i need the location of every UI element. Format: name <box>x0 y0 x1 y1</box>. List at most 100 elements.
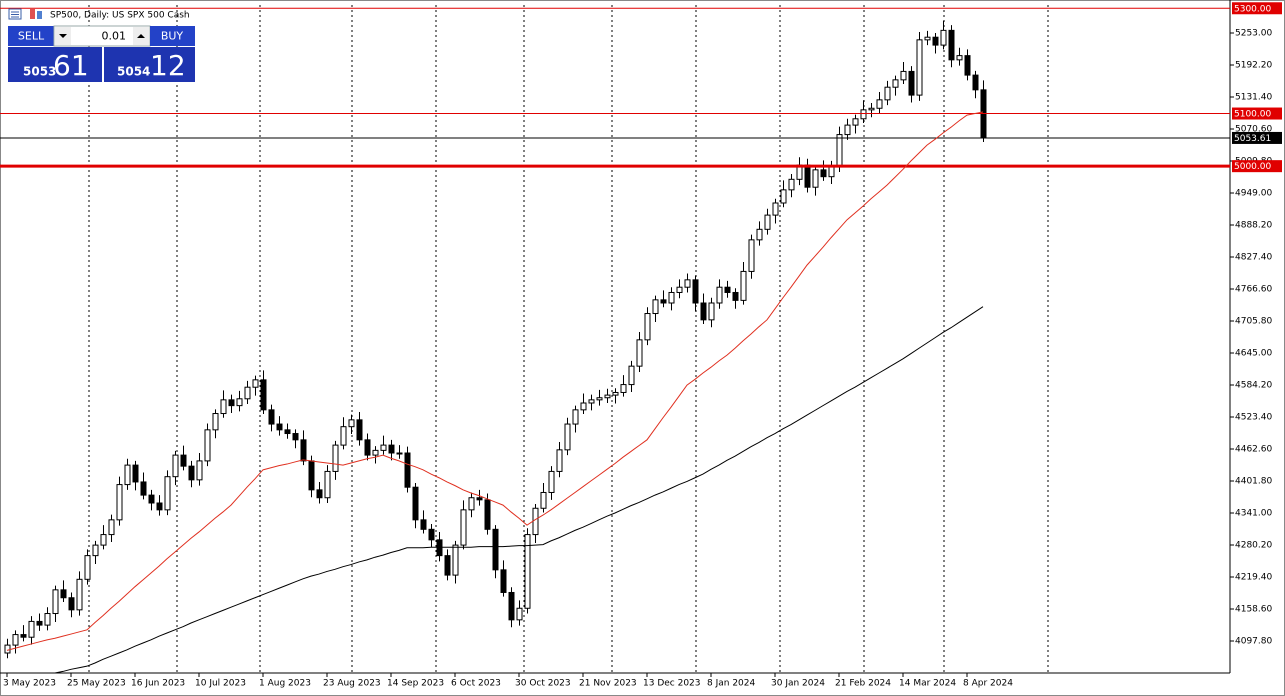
candle-body <box>780 189 787 204</box>
x-tick-label: 25 May 2023 <box>67 679 126 689</box>
bid-pips: 61 <box>53 49 89 82</box>
x-tick-label: 30 Oct 2023 <box>515 679 571 689</box>
x-tick-label: 30 Jan 2024 <box>771 679 825 689</box>
candle-body <box>588 399 595 404</box>
candle-body <box>348 419 355 428</box>
candle-body <box>460 509 467 546</box>
candle-body <box>148 494 155 504</box>
candle-body <box>268 409 275 425</box>
candle-body <box>20 634 27 638</box>
candle-body <box>724 286 731 293</box>
chart-title: SP500, Daily: US SPX 500 Cash <box>50 11 190 21</box>
candle-body <box>116 484 123 521</box>
candle-body <box>388 444 395 454</box>
candle-body <box>228 399 235 407</box>
candle-body <box>652 299 659 315</box>
moving-average <box>6 111 984 651</box>
candle-body <box>740 270 747 301</box>
candle-body <box>60 589 67 599</box>
candle-body <box>76 578 83 611</box>
sell-label: SELL <box>18 30 45 43</box>
candle-body <box>804 164 811 188</box>
x-tick-label: 6 Oct 2023 <box>451 679 501 689</box>
candle-body <box>364 439 371 456</box>
x-tick-label: 8 Jan 2024 <box>707 679 755 689</box>
candle-body <box>124 464 131 486</box>
candle-body <box>252 379 259 388</box>
candle-body <box>916 39 923 96</box>
y-tick-label: 4766.60 <box>1235 285 1272 295</box>
candle-body <box>868 107 875 111</box>
x-tick-label: 13 Dec 2023 <box>643 679 701 689</box>
candle-body <box>260 379 267 411</box>
level-label-bg <box>1232 160 1282 173</box>
y-tick-label: 4341.00 <box>1235 509 1272 519</box>
candle-body <box>700 302 707 321</box>
x-tick-label: 16 Jun 2023 <box>131 679 185 689</box>
y-tick-label: 4158.60 <box>1235 605 1272 615</box>
candle-body <box>684 279 691 288</box>
y-tick-label: 4097.80 <box>1235 637 1272 647</box>
y-tick-label: 5070.60 <box>1235 125 1272 135</box>
bid-box[interactable] <box>8 47 102 82</box>
candle-body <box>100 534 107 546</box>
x-tick-label: 14 Mar 2024 <box>899 679 956 689</box>
candle-body <box>828 165 835 178</box>
candle-body <box>508 591 515 621</box>
candle-body <box>188 465 195 481</box>
x-tick-label: 8 Apr 2024 <box>963 679 1013 689</box>
sell-button[interactable] <box>8 26 54 46</box>
candle-body <box>468 497 475 511</box>
candle-body <box>484 499 491 530</box>
overlay-layer <box>6 111 984 674</box>
candle-body <box>180 454 187 467</box>
level-label: 5300.00 <box>1234 4 1271 14</box>
moving-average <box>54 306 984 674</box>
candle-body <box>668 291 675 304</box>
lot-value: 0.01 <box>102 30 127 43</box>
x-tick-label: 3 May 2023 <box>3 679 56 689</box>
candle-body <box>764 214 771 230</box>
chart-icon <box>37 11 42 19</box>
candle-body <box>244 386 251 400</box>
candle-body <box>756 228 763 241</box>
candle-body <box>92 544 99 557</box>
candle-body <box>564 423 571 451</box>
candle-body <box>924 36 931 41</box>
ask-pips: 12 <box>150 49 186 82</box>
candle-body <box>492 528 499 571</box>
candle-body <box>860 109 867 120</box>
candle-body <box>964 55 971 76</box>
candle-body <box>412 486 419 521</box>
candle-body <box>748 239 755 272</box>
candle-body <box>892 79 899 88</box>
candle-body <box>132 464 139 483</box>
candle-body <box>500 569 507 593</box>
level-label-bg <box>1232 131 1282 144</box>
y-tick-label: 4888.20 <box>1235 221 1272 231</box>
candle-body <box>4 644 11 654</box>
candle-body <box>108 519 115 536</box>
separators <box>88 5 1049 673</box>
y-tick-label: 4584.20 <box>1235 381 1272 391</box>
candle-body <box>164 476 171 511</box>
ask-main: 5054 <box>117 65 150 79</box>
buy-button[interactable] <box>150 26 195 46</box>
plot-area <box>0 7 1230 659</box>
candle-body <box>676 286 683 293</box>
x-tick-label: 10 Jul 2023 <box>195 679 246 689</box>
candle-body <box>884 86 891 101</box>
chart-icon[interactable] <box>30 9 35 19</box>
candle-body <box>52 589 59 615</box>
candle-body <box>932 36 939 46</box>
y-tick-label: 4949.00 <box>1235 189 1272 199</box>
candle-body <box>836 134 843 167</box>
candle-body <box>308 460 315 491</box>
y-tick-label: 4523.40 <box>1235 413 1272 423</box>
candle-body <box>380 444 387 451</box>
candle-body <box>692 279 699 304</box>
candle-body <box>156 502 163 511</box>
ask-box[interactable] <box>104 47 195 82</box>
candle-body <box>444 555 451 576</box>
